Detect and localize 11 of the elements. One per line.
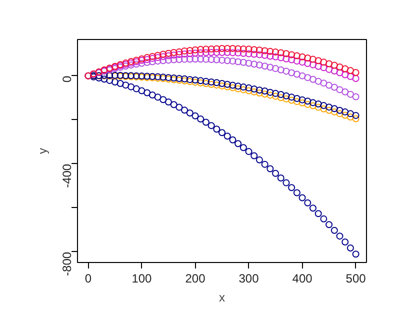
x-axis-title: x xyxy=(219,290,225,304)
y-tick-label: -800 xyxy=(60,252,74,276)
y-axis-title: y xyxy=(36,148,50,154)
y-tick-label: 0 xyxy=(60,75,74,82)
y-tick-label: -400 xyxy=(60,164,74,188)
x-tick-label: 200 xyxy=(185,272,206,286)
x-tick-label: 500 xyxy=(346,272,366,286)
x-tick-label: 0 xyxy=(84,272,92,286)
x-tick-label: 300 xyxy=(238,272,260,286)
x-tick-label: 100 xyxy=(132,272,152,286)
x-tick-label: 400 xyxy=(292,272,313,286)
